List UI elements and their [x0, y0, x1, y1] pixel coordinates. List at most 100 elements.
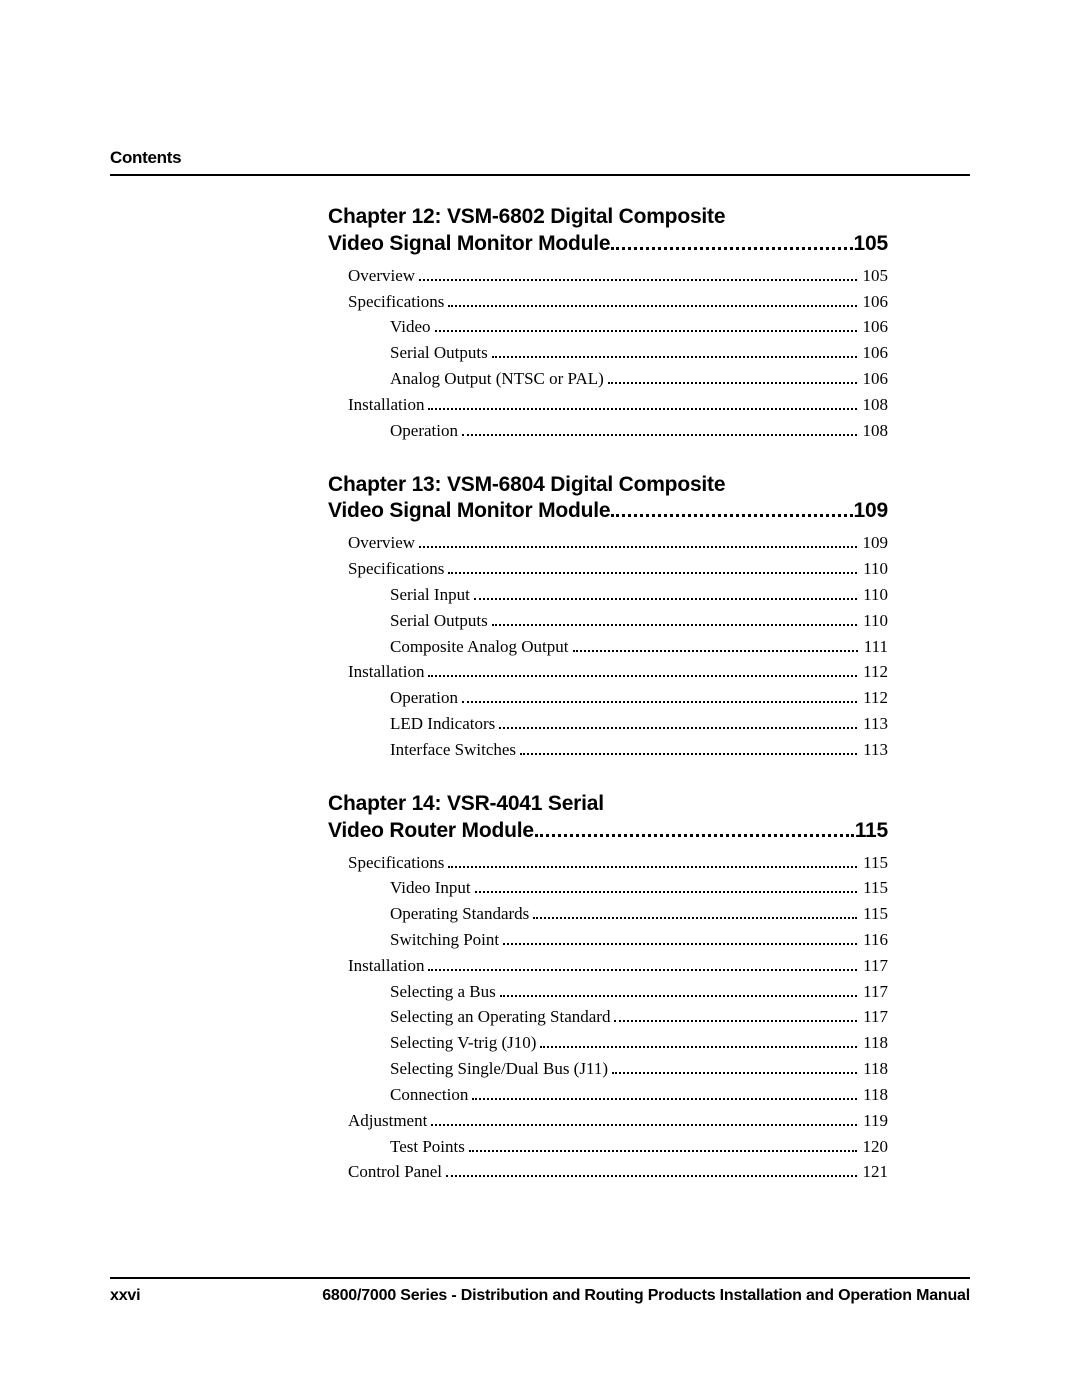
dot-leader [435, 323, 857, 332]
toc-entry-label: Specifications [348, 556, 448, 582]
dot-leader [611, 237, 852, 250]
toc-entry-label: Switching Point [390, 927, 503, 953]
toc-entry-page: 115 [859, 850, 888, 876]
toc-entry: Selecting V-trig (J10)118 [328, 1030, 888, 1056]
toc-entry-page: 118 [859, 1030, 888, 1056]
toc-entry-page: 108 [859, 392, 889, 418]
dot-leader [614, 1013, 857, 1022]
toc-entry-label: Connection [390, 1082, 472, 1108]
dot-leader [419, 539, 856, 548]
chapter-entries: Specifications115Video Input115Operating… [328, 850, 888, 1186]
dot-leader [469, 1142, 857, 1151]
toc-entry-page: 118 [859, 1056, 888, 1082]
chapter-block: Chapter 13: VSM-6804 Digital CompositeVi… [328, 472, 888, 763]
chapter-page-number: 109 [854, 498, 888, 525]
chapter-page-number: 105 [854, 231, 888, 258]
toc-entry-page: 120 [859, 1134, 889, 1160]
chapter-block: Chapter 14: VSR-4041 SerialVideo Router … [328, 791, 888, 1186]
dot-leader [535, 824, 854, 837]
toc-entry: Switching Point 116 [328, 927, 888, 953]
toc-entry-label: Overview [348, 530, 419, 556]
toc-entry-label: Operation [390, 418, 462, 444]
toc-entry-label: Interface Switches [390, 737, 520, 763]
toc-entry-page: 112 [859, 659, 888, 685]
dot-leader [462, 694, 857, 703]
footer-row: xxvi 6800/7000 Series - Distribution and… [110, 1287, 970, 1305]
toc-entry: Serial Input 110 [328, 582, 888, 608]
chapter-title-row: Video Signal Monitor Module105 [328, 231, 888, 258]
toc-entry-label: Adjustment [348, 1108, 431, 1134]
toc-entry: Interface Switches113 [328, 737, 888, 763]
toc-entry-label: Video Input [390, 875, 475, 901]
toc-entry-label: Selecting an Operating Standard [390, 1004, 614, 1030]
toc-entry: LED Indicators 113 [328, 711, 888, 737]
toc-entry: Specifications106 [328, 289, 888, 315]
chapter-title: Chapter 13: VSM-6804 Digital CompositeVi… [328, 472, 888, 526]
toc-entry-label: Selecting a Bus [390, 979, 500, 1005]
dot-leader [428, 401, 856, 410]
dot-leader [431, 1116, 857, 1125]
chapter-title: Chapter 14: VSR-4041 SerialVideo Router … [328, 791, 888, 845]
toc-entry: Selecting Single/Dual Bus (J11) 118 [328, 1056, 888, 1082]
toc-entry-page: 113 [859, 711, 888, 737]
toc-entry: Overview109 [328, 530, 888, 556]
toc-entry: Control Panel 121 [328, 1159, 888, 1185]
dot-leader [611, 505, 852, 518]
footer-page-number: xxvi [110, 1287, 140, 1305]
toc-entry-page: 117 [859, 979, 888, 1005]
dot-leader [448, 297, 856, 306]
toc-entry-page: 116 [859, 927, 888, 953]
toc-entry-label: Composite Analog Output [390, 634, 573, 660]
toc-entry-page: 110 [859, 582, 888, 608]
dot-leader [520, 746, 857, 755]
toc-entry-label: Control Panel [348, 1159, 446, 1185]
chapter-entries: Overview109Specifications110Serial Input… [328, 530, 888, 762]
toc-entry-page: 112 [859, 685, 888, 711]
dot-leader [448, 858, 857, 867]
document-page: Contents Chapter 12: VSM-6802 Digital Co… [0, 0, 1080, 1397]
dot-leader [540, 1039, 857, 1048]
dot-leader [419, 271, 856, 280]
dot-leader [428, 668, 857, 677]
page-header: Contents [110, 148, 970, 176]
toc-entry: Analog Output (NTSC or PAL)106 [328, 366, 888, 392]
toc-entry-label: Serial Outputs [390, 340, 492, 366]
toc-entry-page: 110 [859, 556, 888, 582]
toc-entry-page: 115 [859, 901, 888, 927]
toc-entry: Test Points 120 [328, 1134, 888, 1160]
dot-leader [446, 1168, 857, 1177]
toc-entry: Installation108 [328, 392, 888, 418]
toc-entry-label: Selecting Single/Dual Bus (J11) [390, 1056, 612, 1082]
toc-entry-page: 121 [859, 1159, 889, 1185]
toc-entry: Composite Analog Output 111 [328, 634, 888, 660]
chapter-title-line: Chapter 12: VSM-6802 Digital Composite [328, 204, 888, 231]
toc-entry-page: 108 [859, 418, 889, 444]
toc-entry-page: 105 [859, 263, 889, 289]
dot-leader [428, 961, 857, 970]
dot-leader [492, 349, 857, 358]
page-footer: xxvi 6800/7000 Series - Distribution and… [110, 1277, 970, 1305]
footer-manual-title: 6800/7000 Series - Distribution and Rout… [322, 1287, 970, 1305]
chapter-title-row: Video Signal Monitor Module109 [328, 498, 888, 525]
toc-entry: Video Input 115 [328, 875, 888, 901]
toc-entry: Video106 [328, 314, 888, 340]
dot-leader [474, 591, 857, 600]
toc-entry-page: 117 [859, 953, 888, 979]
toc-entry: Adjustment119 [328, 1108, 888, 1134]
toc-entry: Serial Outputs106 [328, 340, 888, 366]
toc-entry-label: LED Indicators [390, 711, 499, 737]
toc-entry-label: Test Points [390, 1134, 469, 1160]
toc-entry-label: Specifications [348, 289, 448, 315]
toc-entry-page: 111 [860, 634, 888, 660]
toc-entry-label: Serial Outputs [390, 608, 492, 634]
toc-entry-page: 110 [859, 608, 888, 634]
dot-leader [573, 642, 858, 651]
toc-entry: Operating Standards115 [328, 901, 888, 927]
toc-entry-page: 115 [859, 875, 888, 901]
toc-entry-label: Installation [348, 953, 428, 979]
dot-leader [503, 936, 857, 945]
toc-entry: Installation 117 [328, 953, 888, 979]
toc-entry: Installation112 [328, 659, 888, 685]
dot-leader [500, 987, 857, 996]
toc-entry-label: Serial Input [390, 582, 474, 608]
